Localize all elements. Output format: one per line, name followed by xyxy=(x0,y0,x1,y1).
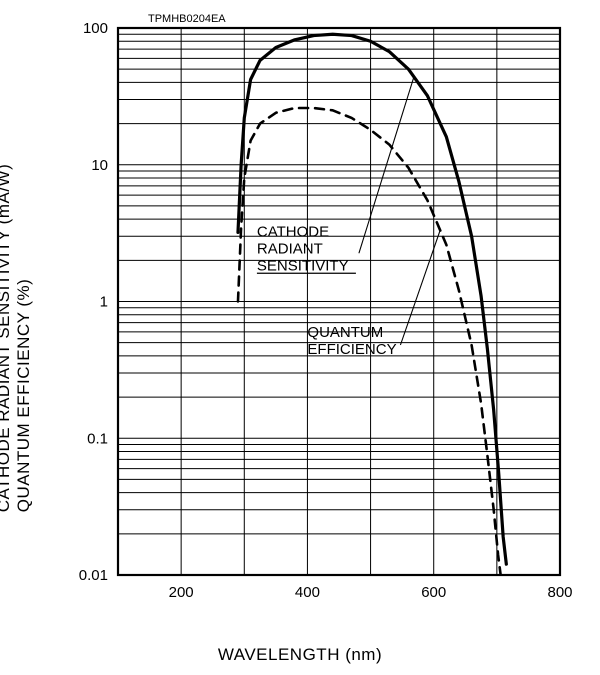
y-tick-label: 10 xyxy=(91,157,108,174)
chart-container: CATHODE RADIANT SENSITIVITY (mA/W) QUANT… xyxy=(0,0,600,675)
y-tick-label: 100 xyxy=(83,20,108,37)
y-axis-label-line1: CATHODE RADIANT SENSITIVITY (mA/W) xyxy=(0,163,13,512)
svg-text:CATHODE: CATHODE xyxy=(257,223,329,240)
y-axis-label-line2: QUANTUM EFFICIENCY (%) xyxy=(14,278,33,512)
x-tick-label: 400 xyxy=(295,584,320,601)
x-axis-label: WAVELENGTH (nm) xyxy=(0,645,600,665)
x-tick-label: 200 xyxy=(169,584,194,601)
series-annotation: QUANTUMEFFICIENCY xyxy=(307,324,396,358)
chart-code: TPMHB0204EA xyxy=(148,13,226,25)
svg-text:QUANTUM: QUANTUM xyxy=(307,324,383,341)
x-tick-label: 800 xyxy=(547,584,572,601)
y-tick-label: 0.01 xyxy=(79,567,108,584)
x-tick-label: 600 xyxy=(421,584,446,601)
y-axis-label: CATHODE RADIANT SENSITIVITY (mA/W) QUANT… xyxy=(0,163,34,512)
svg-text:RADIANT: RADIANT xyxy=(257,240,323,257)
chart-svg: 200 400 600 800 0.01 0.1 1 10 100 TPMHB0204EA CATH… xyxy=(0,0,600,675)
y-tick-label: 0.1 xyxy=(87,430,108,447)
svg-text:EFFICIENCY: EFFICIENCY xyxy=(307,341,396,358)
svg-text:SENSITIVITY: SENSITIVITY xyxy=(257,257,349,274)
y-tick-label: 1 xyxy=(100,294,108,311)
